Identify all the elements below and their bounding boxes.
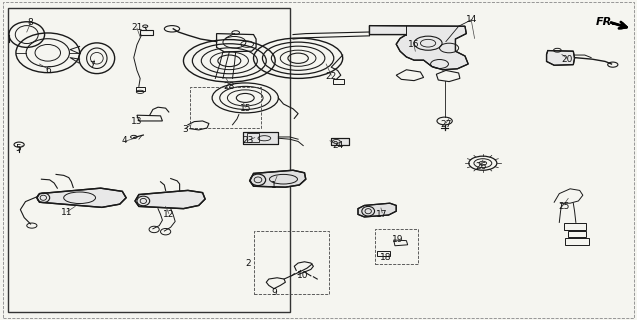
Polygon shape <box>369 26 468 70</box>
Text: 10: 10 <box>297 271 308 280</box>
Text: 11: 11 <box>61 208 73 217</box>
Polygon shape <box>37 188 126 207</box>
Text: 27: 27 <box>440 120 452 129</box>
Bar <box>375 229 418 264</box>
Bar <box>190 87 261 128</box>
Text: 12: 12 <box>163 210 175 219</box>
Text: 13: 13 <box>131 117 143 126</box>
Text: 7: 7 <box>89 61 96 70</box>
Text: 2: 2 <box>246 260 251 268</box>
Text: 28: 28 <box>224 82 235 91</box>
Text: 8: 8 <box>27 18 34 27</box>
Text: 26: 26 <box>475 162 487 171</box>
Bar <box>8 8 290 312</box>
Bar <box>331 138 349 145</box>
Bar <box>333 79 344 84</box>
Text: 5: 5 <box>15 144 21 153</box>
Text: 16: 16 <box>408 40 420 49</box>
Text: 24: 24 <box>332 141 343 150</box>
Text: FR.: FR. <box>596 17 617 28</box>
Bar <box>254 231 329 294</box>
Text: 18: 18 <box>380 253 391 262</box>
Bar <box>564 223 586 230</box>
Bar <box>247 133 259 142</box>
Bar <box>243 132 278 144</box>
Text: 21: 21 <box>131 23 143 32</box>
Text: 19: 19 <box>392 236 404 244</box>
Text: 14: 14 <box>466 15 477 24</box>
FancyArrowPatch shape <box>611 22 627 28</box>
Bar <box>243 132 278 144</box>
Polygon shape <box>135 190 205 209</box>
Bar <box>140 30 153 35</box>
Text: 4: 4 <box>122 136 127 145</box>
Text: 20: 20 <box>561 55 573 64</box>
Text: 17: 17 <box>376 210 388 219</box>
Text: 1: 1 <box>271 181 277 190</box>
Bar <box>377 251 390 256</box>
Bar <box>136 87 145 91</box>
Polygon shape <box>547 51 575 65</box>
Polygon shape <box>358 203 396 217</box>
Text: 9: 9 <box>271 288 277 297</box>
Text: 23: 23 <box>243 136 254 145</box>
Text: 3: 3 <box>182 125 188 134</box>
Bar <box>568 231 586 237</box>
Bar <box>331 138 349 145</box>
Bar <box>565 238 589 245</box>
Text: 25: 25 <box>558 202 569 211</box>
Text: 6: 6 <box>45 66 51 75</box>
Polygon shape <box>250 170 306 187</box>
Text: 15: 15 <box>240 104 251 113</box>
Text: 22: 22 <box>326 72 337 81</box>
